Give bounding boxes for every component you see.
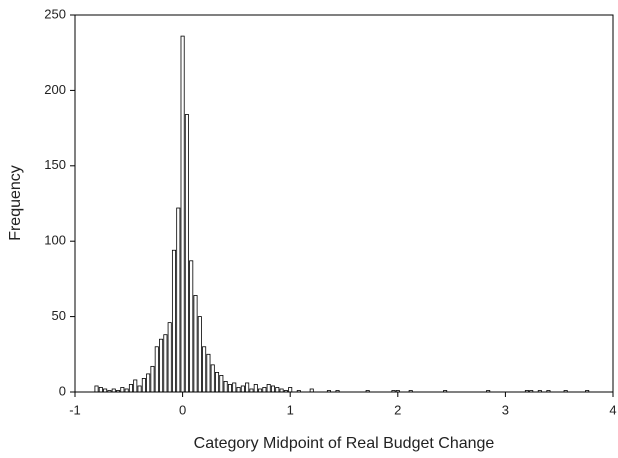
bar xyxy=(270,385,275,393)
bar xyxy=(202,346,207,393)
x-axis-label: Category Midpoint of Real Budget Change xyxy=(194,435,495,452)
y-axis-label: Frequency xyxy=(7,165,24,241)
bar xyxy=(275,387,280,393)
x-tick-label: 1 xyxy=(287,402,294,417)
bar xyxy=(163,334,168,393)
bar xyxy=(193,295,198,393)
bar xyxy=(197,316,202,393)
bar xyxy=(180,35,185,393)
bar xyxy=(206,353,211,393)
bar xyxy=(159,338,164,393)
y-tick-label: 150 xyxy=(44,157,66,172)
bar xyxy=(176,207,181,393)
x-tick-label: 2 xyxy=(394,402,401,417)
bar xyxy=(137,385,142,393)
bar xyxy=(215,371,220,393)
x-tick-label: 3 xyxy=(502,402,509,417)
bar xyxy=(232,382,237,393)
plot-frame xyxy=(74,14,614,393)
bar xyxy=(227,384,232,393)
y-tick-label: 200 xyxy=(44,82,66,97)
bar xyxy=(133,379,138,393)
bar xyxy=(262,387,267,393)
bar xyxy=(266,384,271,393)
bar xyxy=(94,385,99,393)
bar xyxy=(210,364,215,393)
bar xyxy=(253,384,258,393)
bar xyxy=(128,384,133,393)
x-tick-label: 0 xyxy=(179,402,186,417)
bar xyxy=(146,373,151,393)
bar xyxy=(167,322,172,393)
bar xyxy=(236,387,241,393)
y-tick-label: 100 xyxy=(44,233,66,248)
x-tick-label: -1 xyxy=(69,402,81,417)
bar xyxy=(120,387,125,393)
bar xyxy=(288,387,293,393)
bar xyxy=(240,385,245,393)
y-tick-label: 50 xyxy=(52,308,66,323)
bar xyxy=(98,387,103,393)
bar xyxy=(150,365,155,393)
x-tick-label: 4 xyxy=(609,402,616,417)
bar xyxy=(219,375,224,393)
bar xyxy=(141,378,146,393)
bar xyxy=(171,249,177,393)
bar xyxy=(184,114,189,393)
y-tick-label: 250 xyxy=(44,6,66,21)
y-tick-label: 0 xyxy=(59,383,66,398)
bar xyxy=(245,382,250,393)
bar xyxy=(223,381,228,393)
bar xyxy=(189,260,194,393)
bar xyxy=(154,346,159,393)
